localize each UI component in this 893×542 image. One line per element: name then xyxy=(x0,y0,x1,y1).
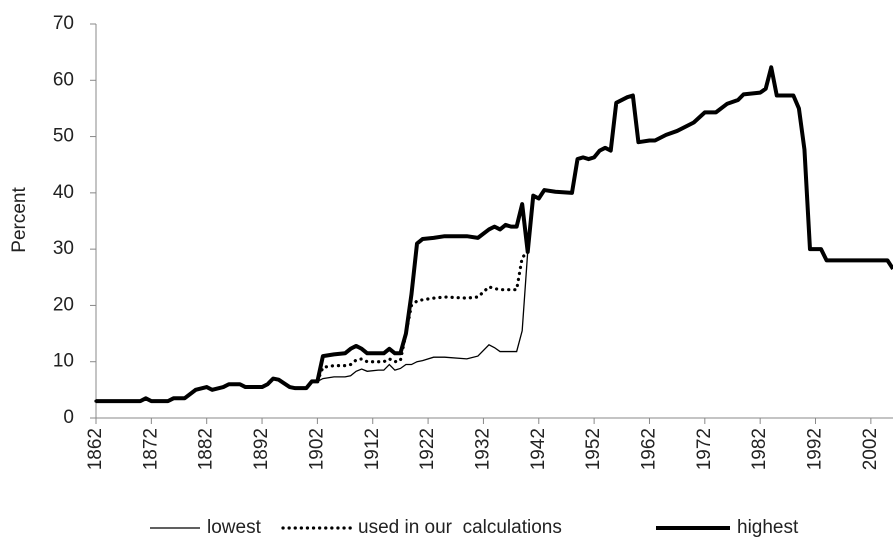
x-tick-label: 1932 xyxy=(472,428,493,470)
y-tick-label: 30 xyxy=(53,238,74,259)
y-tick-label: 40 xyxy=(53,182,74,203)
legend-label: used in our calculations xyxy=(358,517,562,538)
x-tick-label: 2002 xyxy=(860,428,881,470)
series-line xyxy=(96,65,893,404)
x-tick-label: 1892 xyxy=(251,428,272,470)
y-tick-label: 20 xyxy=(53,294,74,315)
x-tick-label: 1922 xyxy=(417,428,438,470)
series-line xyxy=(94,194,535,403)
y-tick-label: 0 xyxy=(63,407,74,428)
x-tick-label: 1962 xyxy=(638,428,659,470)
legend-label: lowest xyxy=(207,517,262,538)
y-tick-label: 70 xyxy=(53,13,74,34)
x-tick-label: 1982 xyxy=(749,428,770,470)
x-tick-label: 1972 xyxy=(694,428,715,470)
legend-label: highest xyxy=(737,517,799,538)
x-tick-label: 1902 xyxy=(306,428,327,470)
series-line xyxy=(96,195,534,402)
x-tick-label: 1992 xyxy=(805,428,826,470)
y-axis-label: Percent xyxy=(9,187,30,253)
x-tick-label: 1942 xyxy=(528,428,549,470)
x-tick-label: 1912 xyxy=(362,428,383,470)
y-tick-label: 60 xyxy=(53,69,74,90)
y-tick-label: 10 xyxy=(53,351,74,372)
x-tick-label: 1882 xyxy=(196,428,217,470)
x-tick-label: 1872 xyxy=(140,428,161,470)
y-tick-label: 50 xyxy=(53,126,74,147)
x-tick-label: 1862 xyxy=(85,428,106,470)
x-tick-label: 1952 xyxy=(583,428,604,470)
